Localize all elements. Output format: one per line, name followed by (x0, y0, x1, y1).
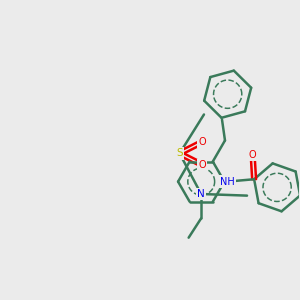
Text: O: O (198, 160, 206, 170)
Text: O: O (198, 137, 206, 147)
Text: NH: NH (220, 177, 235, 187)
Text: O: O (249, 150, 256, 160)
Text: N: N (197, 189, 205, 199)
Text: S: S (176, 148, 183, 158)
